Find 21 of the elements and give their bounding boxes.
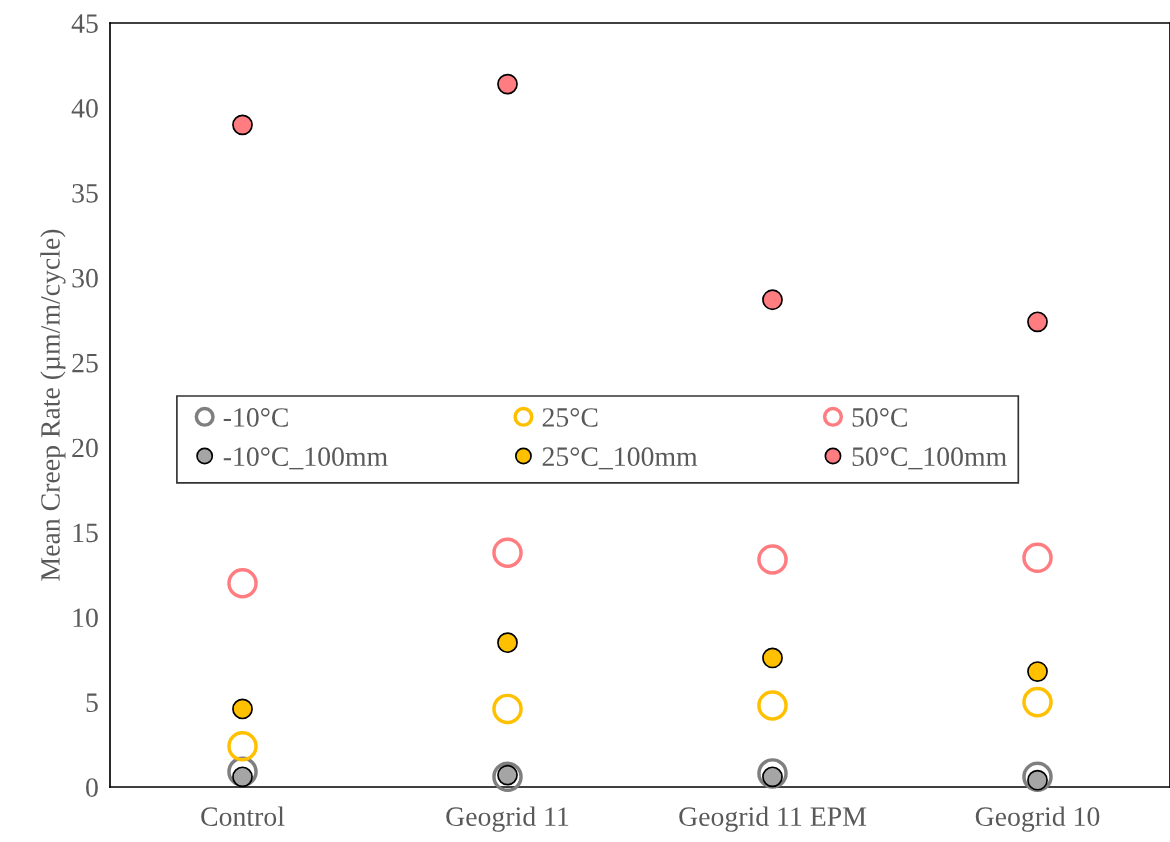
y-tick-label: 30 bbox=[72, 268, 98, 288]
legend-label: 25°C bbox=[542, 408, 598, 427]
legend-label: 50°C bbox=[852, 408, 907, 427]
legend-label: -10°C bbox=[223, 408, 288, 427]
x-tick-label: Control bbox=[201, 806, 285, 826]
y-tick-label: 35 bbox=[72, 184, 98, 203]
y-tick-label: 25 bbox=[72, 353, 98, 373]
y-tick-label: 20 bbox=[72, 438, 98, 458]
y-tick-label: 40 bbox=[71, 99, 98, 118]
y-tick-label: 45 bbox=[71, 14, 98, 33]
y-tick-label: 0 bbox=[86, 778, 98, 797]
x-tick-label: Geogrid 11 EPM bbox=[679, 806, 867, 832]
x-tick-label: Geogrid 10 bbox=[975, 806, 1100, 832]
legend-label: 50°C_100mm bbox=[852, 447, 1007, 470]
legend-label: -10°C_100mm bbox=[223, 447, 388, 470]
y-tick-label: 10 bbox=[73, 608, 98, 628]
y-tick-label: 15 bbox=[73, 523, 98, 543]
legend-label: 25°C_100mm bbox=[542, 447, 698, 470]
x-tick-label: Geogrid 11 bbox=[446, 806, 569, 832]
y-axis-title: Mean Creep Rate (µm/m/cycle) bbox=[40, 229, 66, 581]
y-tick-label: 5 bbox=[86, 693, 98, 713]
